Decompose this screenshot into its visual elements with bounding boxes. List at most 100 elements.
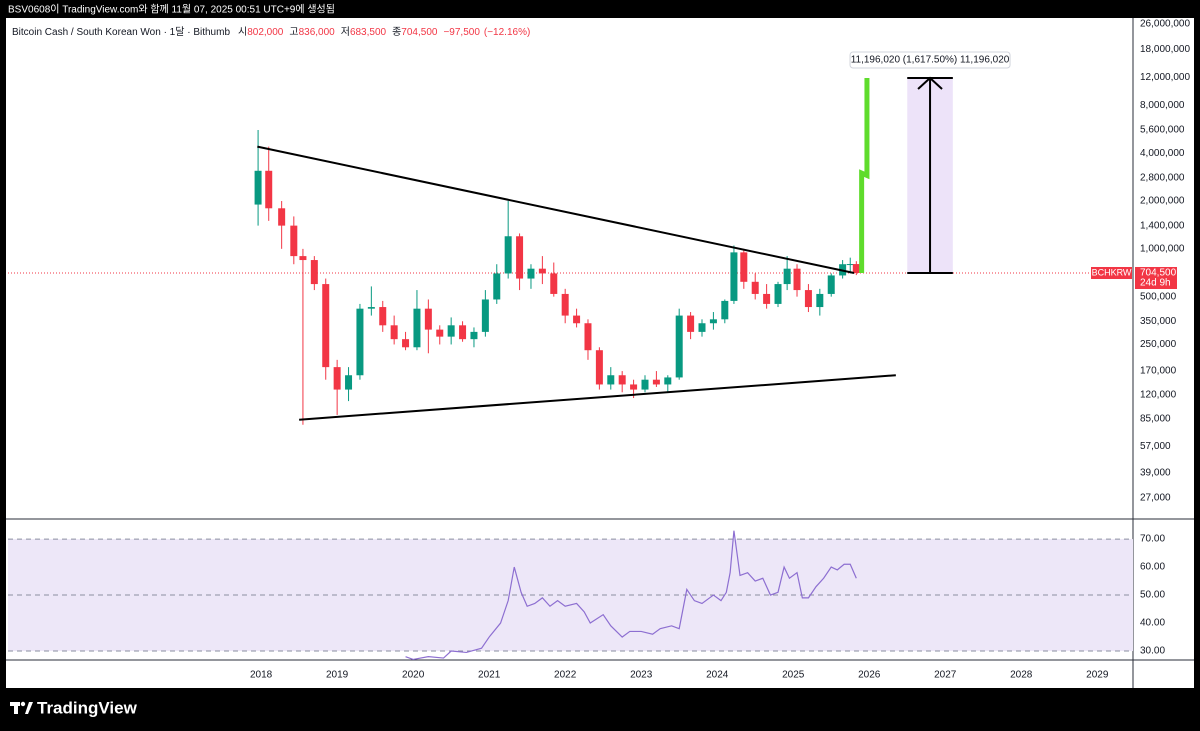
x-tick-label: 2018 (250, 670, 273, 681)
y-tick-label: 350,000 (1140, 316, 1177, 327)
candle-body (618, 375, 626, 385)
candle-body (504, 236, 512, 274)
symbol-label: BCHKRW (1092, 267, 1132, 277)
x-tick-label: 2021 (478, 670, 501, 681)
candle-body (595, 350, 603, 385)
ohlc-value: 836,000 (299, 27, 336, 38)
x-tick-label: 2027 (934, 670, 957, 681)
y-tick-label: 8,000,000 (1140, 100, 1185, 111)
y-tick-label: 1,000,000 (1140, 243, 1185, 254)
caption: BSV0608이 TradingView.com와 함께 11월 07, 202… (8, 4, 335, 16)
candle-body (413, 308, 421, 348)
candle-body (852, 264, 860, 273)
x-tick-label: 2023 (630, 670, 653, 681)
candle-body (687, 315, 695, 332)
candle-body (310, 260, 318, 285)
candle-body (827, 275, 835, 294)
countdown-label: 24d 9h (1140, 278, 1171, 289)
y-tick-label: 1,400,000 (1140, 220, 1185, 231)
y-tick-label: 60.00 (1140, 562, 1165, 573)
candle-body (846, 264, 854, 266)
candle-body (664, 377, 672, 385)
candle-body (356, 308, 364, 376)
y-tick-label: 50.00 (1140, 590, 1165, 601)
y-tick-label: 5,600,000 (1140, 125, 1185, 136)
ohlc-value: 802,000 (247, 27, 284, 38)
candle-body (550, 273, 558, 294)
ohlc-prefix: 종 (392, 26, 401, 38)
symbol-title: Bitcoin Cash / South Korean Won · 1달 · B… (12, 26, 230, 38)
branding: TradingView (37, 698, 138, 717)
y-tick-label: 170,000 (1140, 366, 1177, 377)
candle-body (379, 307, 387, 326)
x-tick-label: 2019 (326, 670, 349, 681)
candle-body (299, 256, 307, 261)
x-tick-label: 2020 (402, 670, 425, 681)
y-tick-label: 85,000 (1140, 414, 1171, 425)
candle-body (527, 268, 535, 279)
change-pct: (−12.16%) (484, 27, 530, 38)
logo-stem (14, 702, 18, 714)
candle-body (561, 293, 569, 316)
candle-body (265, 170, 273, 209)
x-tick-label: 2026 (858, 670, 881, 681)
legend-header: Bitcoin Cash / South Korean Won · 1달 · B… (12, 26, 530, 38)
measure-arrowhead (917, 76, 943, 90)
x-tick-label: 2024 (706, 670, 729, 681)
candle-body (470, 331, 478, 340)
candle-body (630, 384, 638, 390)
candle-body (584, 323, 592, 351)
candle-body (367, 307, 375, 309)
y-tick-label: 30.00 (1140, 646, 1165, 657)
candle-body (278, 208, 286, 226)
candle-body (573, 315, 581, 324)
rsi-line (405, 530, 857, 661)
candle-body (816, 293, 824, 308)
logo-slash (25, 702, 33, 714)
ohlc-prefix: 저 (341, 26, 350, 38)
candle-body (390, 325, 398, 340)
candle-body (516, 236, 524, 279)
y-tick-label: 40.00 (1140, 618, 1165, 629)
candle-body (652, 379, 660, 385)
candle-body (447, 325, 455, 337)
candle-body (763, 293, 771, 304)
y-tick-label: 12,000,000 (1140, 72, 1190, 83)
x-tick-label: 2029 (1086, 670, 1109, 681)
candle-body (254, 170, 262, 205)
candle-body (751, 281, 759, 294)
y-tick-label: 120,000 (1140, 390, 1177, 401)
candle-body (721, 300, 729, 320)
candle-body (698, 323, 706, 332)
ohlc-prefix: 시 (238, 26, 247, 38)
candle-body (804, 290, 812, 308)
y-tick-label: 26,000,000 (1140, 19, 1190, 30)
y-tick-label: 39,000 (1140, 467, 1171, 478)
candle-body (481, 299, 489, 332)
y-tick-label: 2,000,000 (1140, 196, 1185, 207)
x-tick-label: 2022 (554, 670, 577, 681)
candle-body (290, 225, 298, 257)
trendline (299, 374, 896, 421)
trendline (257, 145, 855, 274)
candle-body (345, 375, 353, 390)
y-tick-label: 4,000,000 (1140, 148, 1185, 159)
candle-body (333, 367, 341, 390)
logo (10, 701, 33, 714)
candle-body (783, 268, 791, 285)
price-label: 704,500 (1140, 268, 1177, 279)
logo-dot (20, 701, 26, 707)
y-tick-label: 500,000 (1140, 291, 1177, 302)
candle-body (436, 329, 444, 337)
candle-body (322, 284, 330, 368)
symbol-badge (1091, 266, 1132, 279)
candle-body (538, 268, 546, 274)
candle-body (793, 268, 801, 291)
y-tick-label: 250,000 (1140, 339, 1177, 350)
ohlc-prefix: 고 (289, 27, 298, 38)
y-tick-label: 2,800,000 (1140, 172, 1185, 183)
candle-body (709, 319, 717, 324)
x-tick-label: 2025 (782, 670, 805, 681)
measure-label-box (849, 51, 1011, 69)
